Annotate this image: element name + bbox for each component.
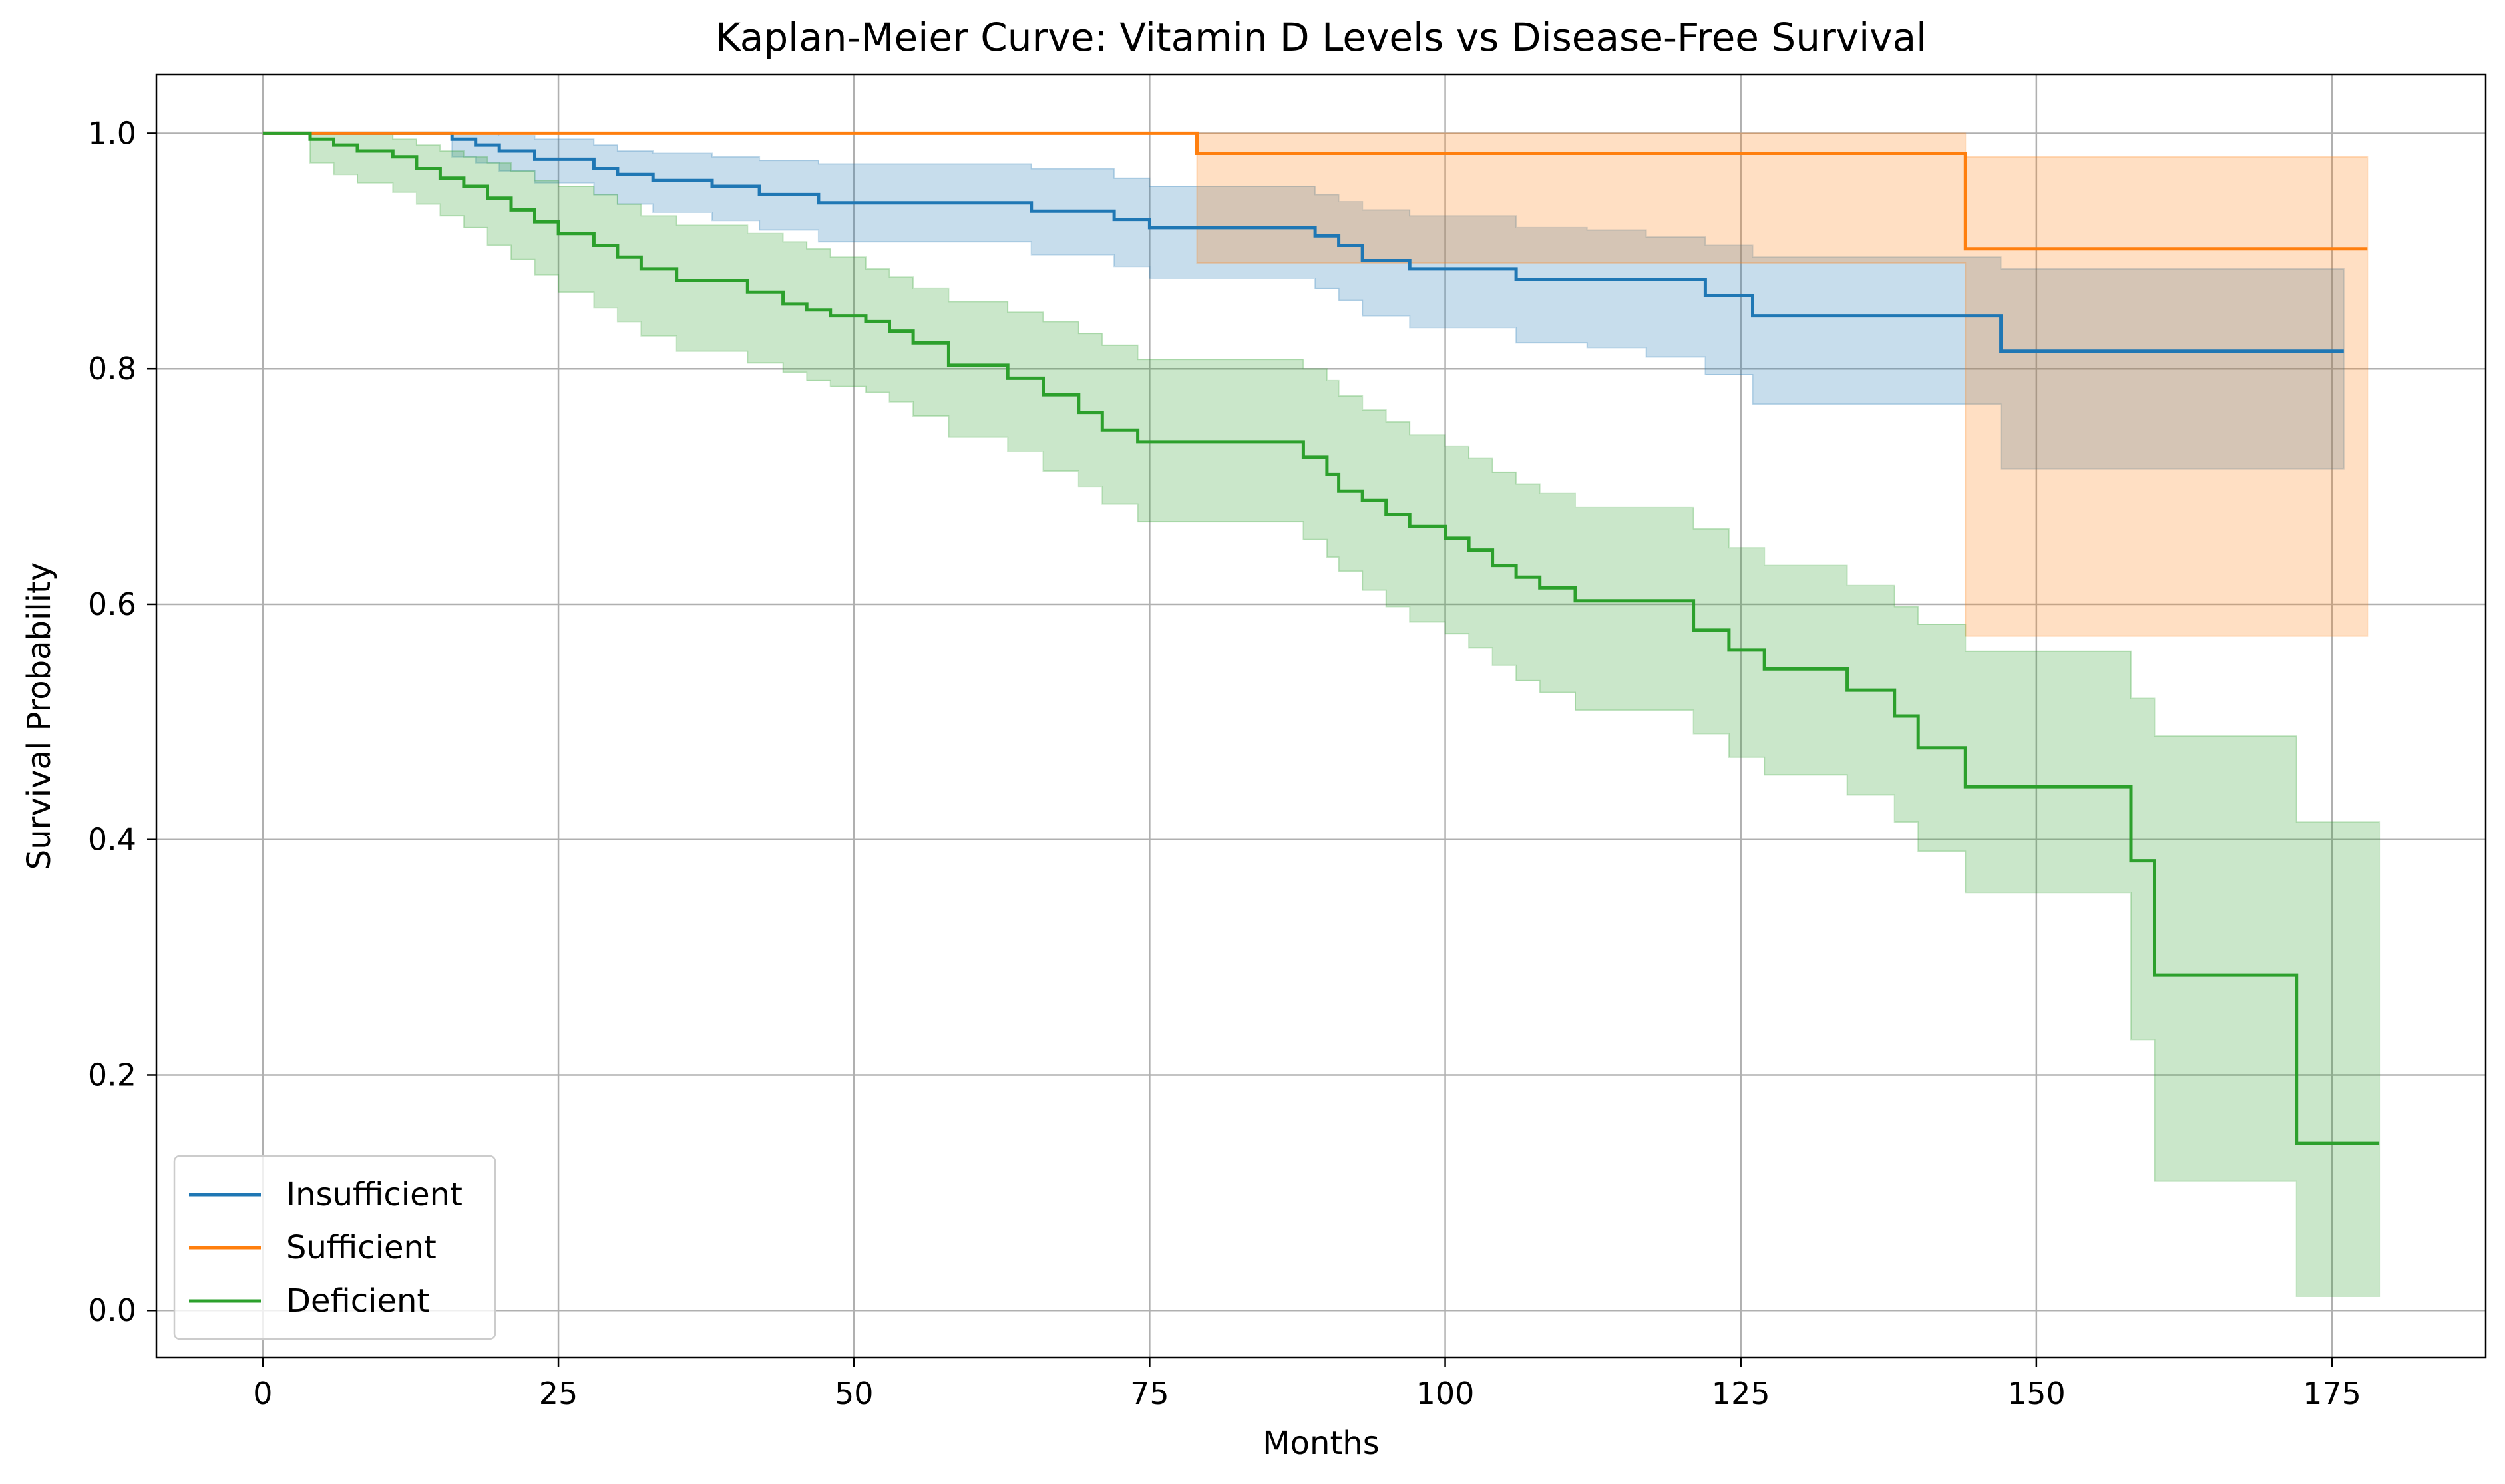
y-tick-label-2: 0.4 [88, 822, 136, 858]
grid [156, 75, 2486, 1358]
survival-line-deficient [262, 131, 2380, 1145]
legend-entries: Insufficient Sufficient Deficient [189, 1176, 463, 1320]
x-tick-label-3: 75 [1130, 1376, 1169, 1411]
ci-band-sufficient [262, 132, 2369, 637]
x-tick-label-0: 0 [253, 1376, 272, 1411]
x-tick-label-6: 150 [2007, 1376, 2066, 1411]
x-axis-label: Months [1262, 1425, 1379, 1462]
ci-band-deficient [262, 132, 2381, 1297]
x-tick-label-1: 25 [539, 1376, 578, 1411]
x-tick-label-2: 50 [835, 1376, 874, 1411]
legend-box [173, 1155, 496, 1340]
x-tick-label-7: 175 [2303, 1376, 2361, 1411]
x-tick-label-4: 100 [1416, 1376, 1475, 1411]
survival-line-sufficient [262, 131, 2368, 251]
y-tick-label-4: 0.8 [88, 351, 136, 387]
legend-label-sufficient: Sufficient [286, 1229, 437, 1266]
ci-band-insufficient [262, 132, 2345, 470]
legend-label-deficient: Deficient [286, 1282, 429, 1320]
confidence-bands [262, 132, 2381, 1297]
chart-title: Kaplan-Meier Curve: Vitamin D Levels vs … [715, 15, 1927, 60]
survival-lines [262, 131, 2380, 1145]
x-tick-label-5: 125 [1712, 1376, 1770, 1411]
axis-ticks: 0 25 50 75 100 125 150 175 0.0 0.2 0.4 0.6 0.8 1.0 [88, 115, 2361, 1411]
survival-line-insufficient [262, 131, 2344, 353]
legend-label-insufficient: Insufficient [286, 1176, 463, 1213]
y-tick-label-3: 0.6 [88, 586, 136, 622]
y-tick-label-5: 1.0 [88, 115, 136, 151]
y-tick-label-0: 0.0 [88, 1292, 136, 1328]
legend: Insufficient Sufficient Deficient [173, 1155, 496, 1340]
y-axis-label: Survival Probability [21, 562, 58, 870]
y-tick-label-1: 0.2 [88, 1057, 136, 1093]
axes-frame [155, 73, 2487, 1359]
